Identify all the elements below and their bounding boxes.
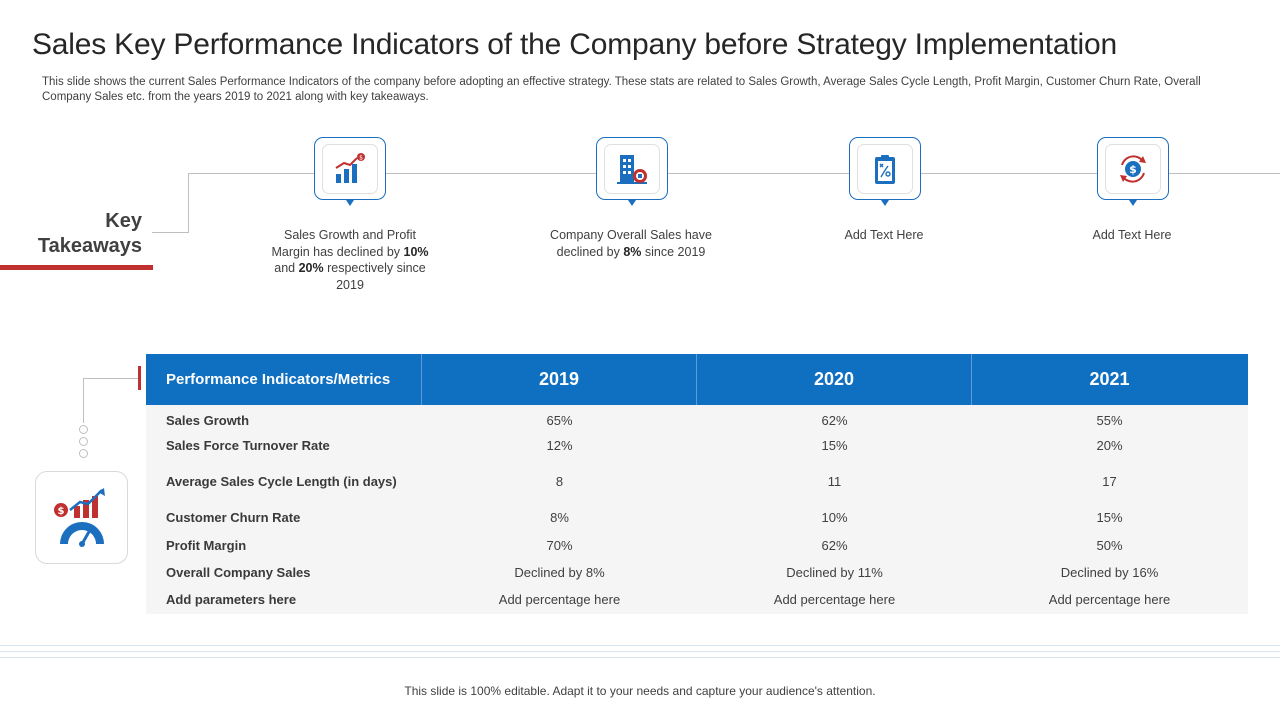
- table-cell: 62%: [821, 537, 848, 553]
- takeaway-text-3: Add Text Here: [844, 228, 924, 242]
- header-metrics: Performance Indicators/Metrics: [146, 354, 422, 405]
- table-cell: Declined by 11%: [786, 565, 883, 580]
- metric-label: Add parameters here: [166, 591, 297, 607]
- svg-text:$: $: [57, 506, 64, 517]
- sales-performance-gauge-icon: $: [53, 487, 105, 547]
- table-header: Performance Indicators/Metrics 2019 2020…: [146, 354, 1248, 405]
- table-row: Sales Growth 65% 62% 55%: [146, 405, 1248, 432]
- table-cell: Declined by 16%: [1060, 565, 1159, 580]
- decorative-line: [83, 378, 138, 379]
- footer-decorative-lines: [0, 645, 1280, 663]
- kpi-table: Performance Indicators/Metrics 2019 2020…: [146, 354, 1248, 614]
- takeaway-icon-box-3: [849, 137, 921, 206]
- metric-label: Customer Churn Rate: [166, 510, 301, 525]
- footer-note: This slide is 100% editable. Adapt it to…: [404, 684, 876, 698]
- connector-line: [152, 232, 189, 233]
- timeline-line: [188, 173, 1280, 174]
- bar-chart-growth-icon: $: [335, 152, 365, 183]
- table-cell: 15%: [821, 438, 848, 453]
- table-cell: 55%: [1096, 412, 1123, 428]
- header-2021: 2021: [1089, 369, 1130, 389]
- key-takeaways-label: Key Takeaways: [0, 209, 142, 259]
- side-icon-box: $: [35, 471, 128, 564]
- table-row: Customer Churn Rate 8% 10% 15%: [146, 504, 1248, 531]
- table-cell: 10%: [821, 510, 848, 525]
- takeaway-text-1: Sales Growth and Profit Margin has decli…: [271, 228, 429, 292]
- company-building-icon: [617, 154, 647, 184]
- table-row: Average Sales Cycle Length (in days) 8 1…: [146, 459, 1248, 504]
- table-cell: 70%: [546, 537, 573, 553]
- table-cell: 15%: [1096, 510, 1123, 525]
- slide-title: Sales Key Performance Indicators of the …: [32, 28, 1117, 61]
- table-body: Sales Growth 65% 62% 55% Sales Force Tur…: [146, 405, 1248, 614]
- decorative-line: [83, 378, 84, 423]
- takeaway-icon-box-2: [596, 137, 668, 206]
- takeaway-text-2: Company Overall Sales have declined by 8…: [550, 228, 712, 259]
- connector-line: [188, 173, 189, 232]
- takeaway-icon-box-4: $: [1097, 137, 1169, 206]
- table-cell: 20%: [1096, 438, 1123, 453]
- table-cell: 62%: [821, 412, 848, 428]
- key-takeaways-underline: [0, 265, 153, 270]
- table-cell: 8: [555, 474, 564, 489]
- svg-text:$: $: [1129, 163, 1137, 176]
- metric-label: Sales Growth: [166, 412, 250, 428]
- decorative-red-marker: [138, 366, 141, 390]
- strategy-clipboard-icon: [875, 154, 895, 184]
- table-cell: 11: [827, 474, 842, 489]
- takeaway-text-4: Add Text Here: [1092, 228, 1172, 242]
- table-cell: Add percentage here: [498, 591, 621, 607]
- table-row: Profit Margin 70% 62% 50%: [146, 531, 1248, 559]
- table-cell: Add percentage here: [773, 591, 896, 607]
- metric-label: Sales Force Turnover Rate: [166, 438, 330, 453]
- header-2019: 2019: [422, 354, 697, 405]
- dollar-cycle-icon: $: [1120, 154, 1146, 183]
- header-2020: 2020: [697, 354, 972, 405]
- slide-subtitle: This slide shows the current Sales Perfo…: [42, 76, 1201, 103]
- metric-label: Profit Margin: [166, 537, 247, 553]
- decorative-dot: [79, 425, 88, 434]
- table-cell: Add percentage here: [1048, 591, 1171, 607]
- table-row: Add parameters here Add percentage here …: [146, 586, 1248, 614]
- metric-label: Overall Company Sales: [166, 565, 311, 580]
- svg-text:$: $: [359, 154, 363, 161]
- decorative-dot: [79, 437, 88, 446]
- table-cell: 50%: [1096, 537, 1123, 553]
- metric-label: Average Sales Cycle Length (in days): [166, 474, 397, 489]
- table-cell: 17: [1102, 474, 1117, 489]
- table-row: Overall Company Sales Declined by 8% Dec…: [146, 559, 1248, 586]
- key-takeaways-line2: Takeaways: [37, 235, 142, 257]
- table-cell: 65%: [546, 412, 573, 428]
- table-cell: 12%: [546, 438, 573, 453]
- table-cell: 8%: [550, 510, 569, 525]
- decorative-dot: [79, 449, 88, 458]
- table-row: Sales Force Turnover Rate 12% 15% 20%: [146, 432, 1248, 459]
- table-cell: Declined by 8%: [514, 565, 605, 580]
- takeaway-icon-box-1: $: [314, 137, 386, 206]
- key-takeaways-line1: Key: [105, 210, 142, 232]
